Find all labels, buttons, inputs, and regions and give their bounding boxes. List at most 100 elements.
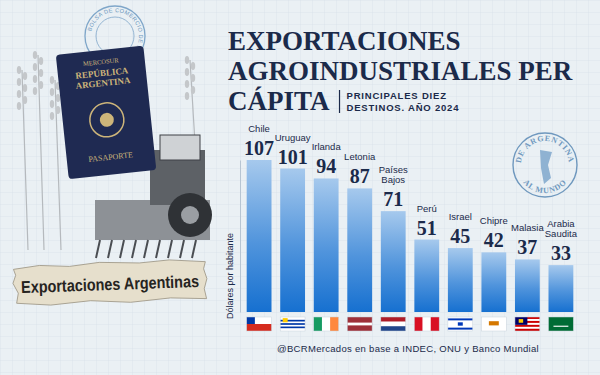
flag-border <box>515 317 540 331</box>
tractor-tine <box>156 240 160 258</box>
flag-part <box>553 326 568 327</box>
flag-part <box>549 317 574 331</box>
flag-part <box>381 326 406 331</box>
title: EXPORTACIONESAGROINDUSTRIALES PERCÁPITA <box>228 26 573 116</box>
wheat-grain <box>50 88 54 96</box>
flag-part <box>448 318 473 320</box>
wheat-grain <box>33 75 37 83</box>
paper-label: Exportaciones Argentinas <box>12 259 207 307</box>
wheat-grain <box>39 57 43 65</box>
flag-part <box>414 317 422 331</box>
illustration: BOLSA DE COMERCIO DE ROSARIOMERCOSURREPÚ… <box>12 6 212 306</box>
source: @BCRMercados en base a INDEC, ONU y Banc… <box>277 343 539 354</box>
tractor-tine <box>168 240 172 258</box>
flag-part <box>314 317 322 331</box>
tractor-tine <box>108 240 112 258</box>
bars <box>247 160 574 312</box>
svg-text:DE ARGENTINA: DE ARGENTINA <box>514 134 576 164</box>
category-label: Irlanda <box>312 141 342 152</box>
flag-part <box>458 322 463 325</box>
flag-part <box>247 317 272 324</box>
wheat-grain <box>17 90 21 98</box>
flag-part <box>347 317 372 331</box>
flag-part <box>448 328 473 330</box>
stamp-text: DE ARGENTINA <box>514 134 576 164</box>
bar <box>381 211 406 312</box>
wheat-grain <box>50 76 54 84</box>
background <box>0 0 600 375</box>
tractor-hub <box>181 206 199 224</box>
wheat-grain <box>39 69 43 77</box>
wheat-grain <box>185 92 189 100</box>
wheat-grain <box>33 51 37 59</box>
flag <box>549 317 574 331</box>
wheat-grain <box>39 81 43 89</box>
flag-part <box>381 322 406 327</box>
wheat-grain <box>33 87 37 95</box>
value-label: 87 <box>350 165 370 187</box>
wheat-stem <box>55 80 61 250</box>
flag-part <box>280 327 305 329</box>
bar <box>414 240 439 312</box>
chart-svg: BOLSA DE COMERCIO DE ROSARIOMERCOSURREPÚ… <box>0 0 600 375</box>
category-label: Malasia <box>511 222 544 233</box>
wheat-grain <box>191 62 195 70</box>
value-label: 51 <box>417 217 437 239</box>
flag-part <box>515 317 527 325</box>
wheat-grain <box>23 84 27 92</box>
bar <box>549 265 574 312</box>
tractor-tine <box>180 240 184 258</box>
tractor-wheel <box>168 193 212 237</box>
wheat-stem <box>38 55 44 250</box>
flag-border <box>549 317 574 331</box>
wheat-grain <box>185 56 189 64</box>
bar <box>448 248 473 312</box>
passport-emblem <box>88 101 125 138</box>
paper-text: Exportaciones Argentinas <box>21 272 200 297</box>
wheat-grain <box>23 72 27 80</box>
category-label: Uruguay <box>275 132 311 143</box>
flag-part <box>247 317 255 324</box>
flag <box>481 317 506 331</box>
wheat-grain <box>191 74 195 82</box>
flag-border <box>414 317 439 331</box>
y-axis-label: Dólares por habitante <box>225 233 235 319</box>
title-group: EXPORTACIONESAGROINDUSTRIALES PERCÁPITAP… <box>228 26 573 116</box>
flag-part <box>280 323 305 325</box>
tractor-tine <box>192 240 196 258</box>
category-label: Chipre <box>480 215 508 226</box>
tractor-tine <box>132 240 136 258</box>
wheat-grain <box>56 106 60 114</box>
wheat-grain <box>33 63 37 71</box>
stamp: DE ARGENTINA AL MUNDO <box>513 133 577 197</box>
bar <box>247 160 272 312</box>
flag-border <box>347 317 372 331</box>
tractor-tine <box>144 240 148 258</box>
bar <box>515 259 540 312</box>
flag-part <box>423 317 431 331</box>
tractor-tine <box>120 240 124 258</box>
tractor-tine <box>96 240 100 258</box>
wheat-grain <box>17 66 21 74</box>
category-label: Chile <box>248 123 270 134</box>
category-label: Letonia <box>344 151 376 162</box>
flag <box>280 317 305 331</box>
wheat-grain <box>185 80 189 88</box>
flag-part <box>448 317 473 331</box>
paper-shape <box>12 259 207 307</box>
stamp-ring <box>513 133 577 197</box>
flag-part <box>280 317 305 331</box>
wheat-grain <box>185 68 189 76</box>
flag-border <box>280 317 305 331</box>
value-label: 42 <box>484 229 504 251</box>
passport-text: PASAPORTE <box>88 150 133 164</box>
flag-part <box>481 317 506 331</box>
flag-part <box>283 318 288 322</box>
value-label: 71 <box>383 188 403 210</box>
category-label: ArabiaSaudita <box>545 218 578 239</box>
stamp-text: AL MUNDO <box>522 178 569 196</box>
flag-part <box>381 317 406 322</box>
wheat-grain <box>191 86 195 94</box>
wheat-grain <box>17 78 21 86</box>
category-labels: ChileUruguayIrlandaLetoniaPaísesBajosPer… <box>248 123 577 239</box>
